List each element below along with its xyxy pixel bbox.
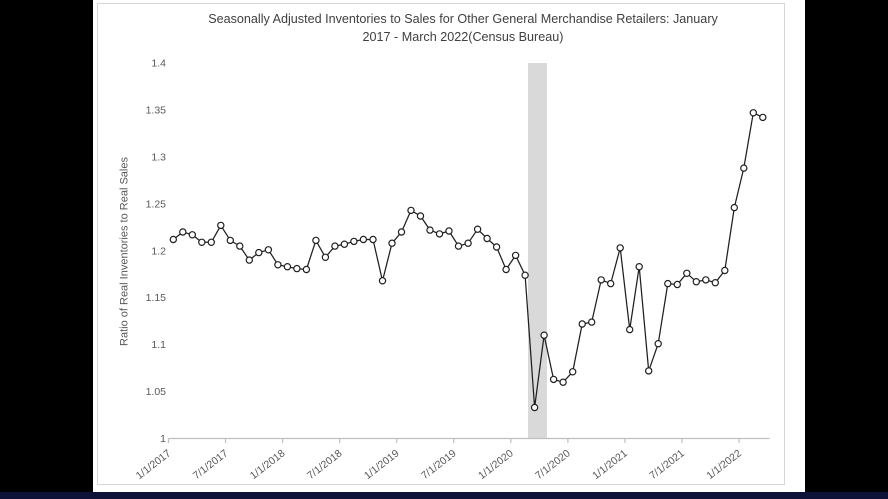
data-point-marker: [692, 278, 701, 286]
data-point-marker: [407, 206, 415, 215]
data-point-marker: [378, 277, 387, 285]
y-tick-label: 1.15: [146, 292, 167, 304]
data-point-marker: [483, 234, 491, 243]
data-point-marker: [616, 244, 624, 252]
data-point-marker: [683, 269, 691, 277]
data-point-marker: [721, 266, 729, 275]
x-tick-label: 1/1/2021: [590, 447, 630, 482]
y-tick-label: 1.05: [146, 386, 167, 398]
data-point-marker: [521, 271, 529, 279]
data-point-marker: [464, 239, 472, 247]
data-point-marker: [445, 227, 453, 235]
data-point-marker: [340, 240, 349, 248]
x-tick-label: 7/1/2018: [305, 447, 345, 482]
bottom-edge-strip: [0, 492, 888, 499]
x-tick-label: 7/1/2020: [533, 447, 573, 482]
data-point-marker: [502, 265, 510, 274]
x-tick-label: 7/1/2017: [191, 447, 231, 482]
data-point-marker: [492, 243, 501, 251]
data-point-marker: [245, 256, 253, 264]
data-point-marker: [369, 235, 377, 244]
data-point-marker: [664, 279, 672, 288]
x-tick-label: 1/1/2018: [248, 447, 288, 482]
data-point-marker: [435, 230, 444, 238]
x-tick-label: 1/1/2022: [704, 447, 744, 482]
x-tick-label: 1/1/2019: [362, 447, 402, 482]
data-point-marker: [321, 253, 330, 261]
data-point-marker: [169, 235, 177, 244]
data-point-marker: [578, 320, 586, 328]
data-point-marker: [654, 340, 662, 348]
data-point-marker: [302, 265, 311, 274]
data-point-marker: [207, 238, 215, 246]
data-point-marker: [549, 375, 558, 384]
data-point-marker: [673, 280, 682, 289]
y-tick-label: 1.4: [151, 58, 166, 70]
data-point-marker: [626, 325, 634, 334]
data-point-marker: [283, 263, 292, 271]
y-tick-label: 1: [160, 433, 166, 445]
x-tick-label: 7/1/2019: [419, 447, 459, 482]
data-point-marker: [569, 368, 577, 376]
right-letterbox: [805, 0, 888, 492]
x-tick-label: 1/1/2017: [134, 447, 174, 482]
data-point-marker: [293, 264, 301, 273]
x-tick-label: 7/1/2021: [647, 447, 687, 482]
chart-page: Seasonally Adjusted Inventories to Sales…: [93, 0, 805, 492]
data-point-marker: [702, 276, 710, 284]
data-point-marker: [759, 113, 767, 122]
data-point-marker: [188, 231, 196, 239]
left-letterbox: [0, 0, 93, 492]
data-point-marker: [264, 246, 273, 254]
y-tick-label: 1.2: [151, 245, 166, 257]
y-tick-label: 1.25: [146, 198, 167, 210]
data-point-marker: [711, 279, 720, 287]
data-point-marker: [236, 242, 244, 250]
data-point-marker: [749, 109, 758, 117]
data-point-marker: [635, 263, 643, 271]
data-point-marker: [312, 236, 320, 245]
chart-title-line2: 2017 - March 2022(Census Bureau): [362, 30, 564, 44]
data-point-marker: [454, 242, 463, 250]
data-point-marker: [359, 235, 368, 244]
recession-band: [527, 63, 547, 439]
data-point-marker: [730, 203, 739, 212]
series-line: [172, 112, 764, 409]
y-tick-label: 1.35: [146, 104, 167, 116]
data-point-marker: [473, 225, 482, 233]
data-point-marker: [416, 212, 425, 220]
data-point-marker: [255, 248, 263, 257]
data-point-marker: [588, 318, 596, 326]
data-point-marker: [607, 279, 615, 288]
data-point-marker: [540, 331, 548, 339]
data-point-marker: [350, 237, 358, 246]
y-tick-label: 1.1: [151, 339, 166, 351]
data-point-marker: [274, 261, 282, 269]
plot-area: 1/1/2017 7/1/2017 1/1/2018 7/1/2018 1/1/2019…: [134, 58, 770, 482]
data-point-marker: [331, 242, 339, 250]
chart-frame: Seasonally Adjusted Inventories to Sales…: [97, 3, 785, 485]
y-tick-label: 1.3: [151, 151, 166, 163]
data-point-marker: [226, 236, 234, 245]
data-point-marker: [397, 228, 406, 236]
x-tick-label: 1/1/2020: [476, 447, 516, 482]
data-point-marker: [511, 251, 520, 260]
data-point-marker: [597, 276, 605, 284]
data-point-marker: [530, 403, 539, 412]
data-point-marker: [559, 378, 567, 386]
data-point-marker: [645, 367, 653, 375]
data-point-marker: [198, 238, 206, 246]
data-point-marker: [388, 239, 396, 247]
data-point-marker: [179, 228, 187, 236]
data-point-marker: [217, 221, 225, 230]
chart-title-line1: Seasonally Adjusted Inventories to Sales…: [208, 12, 718, 26]
chart-title: Seasonally Adjusted Inventories to Sales…: [118, 10, 808, 46]
data-point-marker: [426, 226, 434, 234]
data-point-marker: [740, 164, 748, 172]
